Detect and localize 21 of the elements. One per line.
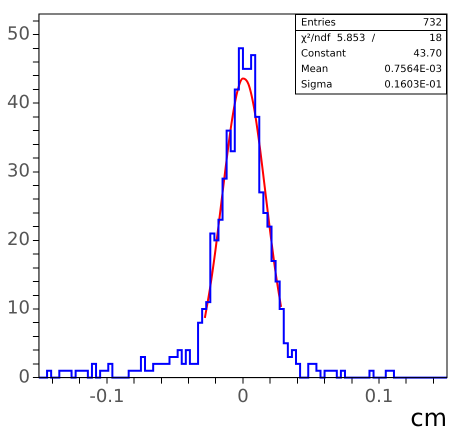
annotation: 18 — [429, 32, 442, 44]
x-tick-label: -0.1 — [89, 386, 124, 408]
annotation: 732 — [422, 17, 442, 28]
x-tick-label: 0 — [237, 386, 249, 408]
y-tick-label: 20 — [7, 229, 30, 250]
annotation: Entries — [301, 17, 336, 28]
x-axis-title: cm — [410, 404, 447, 432]
annotation: Sigma — [301, 79, 332, 90]
y-tick-label: 50 — [7, 23, 30, 44]
annotation: Mean — [301, 64, 328, 75]
annotation: 0.1603E-01 — [384, 79, 442, 90]
y-tick-label: 40 — [7, 92, 30, 113]
y-tick-label: 30 — [7, 160, 30, 182]
annotation: 43.70 — [413, 48, 442, 60]
annotation: χ²/ndf 5.853 / — [301, 32, 376, 44]
line-series — [204, 77, 282, 319]
x-tick-label: 0.1 — [364, 386, 394, 408]
annotation: 0.7564E-03 — [384, 64, 442, 75]
annotation: Constant — [301, 48, 346, 60]
y-tick-label: 10 — [7, 298, 30, 319]
y-tick-label: 0 — [18, 366, 30, 388]
